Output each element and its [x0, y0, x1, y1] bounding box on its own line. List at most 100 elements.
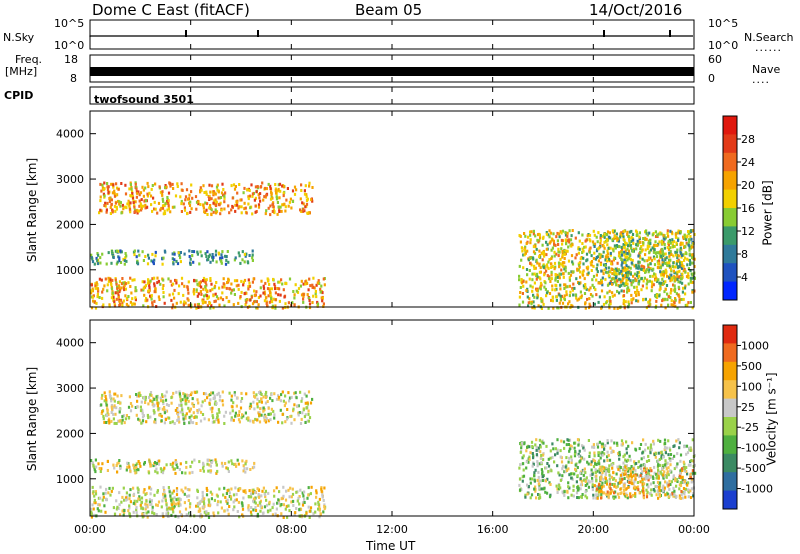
data-cell: [153, 397, 156, 401]
data-cell: [220, 191, 224, 195]
data-cell: [147, 510, 150, 514]
data-cell: [211, 287, 214, 291]
data-cell: [123, 498, 126, 502]
data-cell: [638, 279, 641, 283]
data-cell: [519, 286, 522, 289]
data-cell: [635, 294, 638, 297]
data-cell: [666, 261, 669, 265]
data-cell: [258, 196, 261, 200]
data-cell: [193, 292, 196, 296]
data-cell: [96, 295, 99, 299]
data-cell: [689, 235, 692, 238]
data-cell: [150, 487, 153, 491]
data-cell: [606, 450, 609, 454]
data-cell: [115, 464, 118, 467]
data-cell: [178, 392, 181, 396]
data-cell: [671, 264, 674, 268]
data-cell: [233, 258, 236, 262]
data-cell: [578, 281, 581, 285]
data-cell: [138, 199, 141, 203]
data-cell: [667, 439, 670, 443]
data-cell: [540, 487, 543, 491]
data-cell: [175, 279, 178, 283]
data-cell: [245, 300, 248, 304]
data-cell: [234, 498, 237, 502]
colorbar-swatch: [723, 134, 737, 154]
data-cell: [318, 497, 321, 501]
data-cell: [620, 439, 624, 443]
data-cell: [119, 261, 123, 264]
data-cell: [124, 417, 127, 421]
data-cell: [622, 299, 625, 302]
data-cell: [629, 469, 632, 473]
data-cell: [171, 306, 174, 310]
data-cell: [179, 462, 182, 466]
data-cell: [662, 281, 666, 285]
data-cell: [655, 472, 658, 476]
data-cell: [664, 258, 667, 262]
data-cell: [564, 266, 567, 270]
data-cell: [683, 236, 686, 240]
data-cell: [642, 241, 645, 245]
data-cell: [301, 503, 305, 507]
power-cbar-label: Power [dB]: [760, 180, 775, 246]
data-cell: [590, 471, 593, 475]
data-cell: [109, 278, 112, 282]
data-cell: [143, 461, 146, 464]
data-cell: [570, 304, 573, 308]
data-cell: [215, 211, 218, 215]
range-tick-label: 2000: [56, 218, 84, 231]
data-cell: [660, 264, 663, 268]
data-cell: [657, 278, 660, 282]
data-cell: [287, 488, 290, 492]
data-cell: [609, 491, 612, 495]
data-cell: [169, 421, 172, 425]
data-cell: [628, 230, 631, 234]
data-cell: [553, 267, 556, 271]
data-cell: [258, 413, 261, 417]
data-cell: [111, 191, 114, 195]
data-cell: [554, 276, 557, 280]
data-cell: [139, 409, 143, 413]
data-cell: [125, 254, 128, 258]
colorbar-swatch: [723, 472, 737, 492]
data-cell: [267, 491, 270, 495]
data-cell: [662, 473, 665, 477]
data-cell: [128, 497, 131, 501]
data-cell: [571, 262, 575, 266]
data-cell: [103, 284, 106, 288]
data-cell: [648, 231, 651, 235]
data-cell: [209, 279, 212, 282]
data-cell: [157, 295, 160, 299]
data-cell: [685, 275, 689, 279]
data-cell: [626, 474, 629, 478]
data-cell: [124, 496, 128, 500]
data-cell: [543, 273, 546, 277]
data-cell: [122, 513, 125, 517]
data-cell: [106, 182, 109, 185]
data-cell: [627, 265, 630, 269]
data-cell: [259, 199, 262, 203]
data-cell: [233, 463, 236, 466]
data-cell: [194, 415, 198, 419]
data-cell: [547, 457, 550, 461]
data-cell: [623, 473, 626, 477]
data-cell: [552, 447, 555, 451]
data-cell: [611, 294, 614, 298]
data-cell: [128, 465, 131, 469]
data-cell: [640, 467, 643, 471]
data-cell: [556, 306, 559, 310]
data-cell: [660, 450, 663, 454]
data-cell: [626, 251, 629, 255]
data-cell: [172, 467, 175, 471]
data-cell: [672, 303, 675, 307]
data-cell: [524, 493, 527, 497]
data-cell: [197, 292, 200, 296]
data-cell: [321, 493, 324, 497]
data-cell: [569, 238, 573, 242]
data-cell: [547, 260, 550, 264]
data-cell: [259, 504, 262, 508]
data-cell: [213, 202, 216, 206]
data-cell: [123, 259, 126, 262]
data-cell: [205, 486, 208, 490]
